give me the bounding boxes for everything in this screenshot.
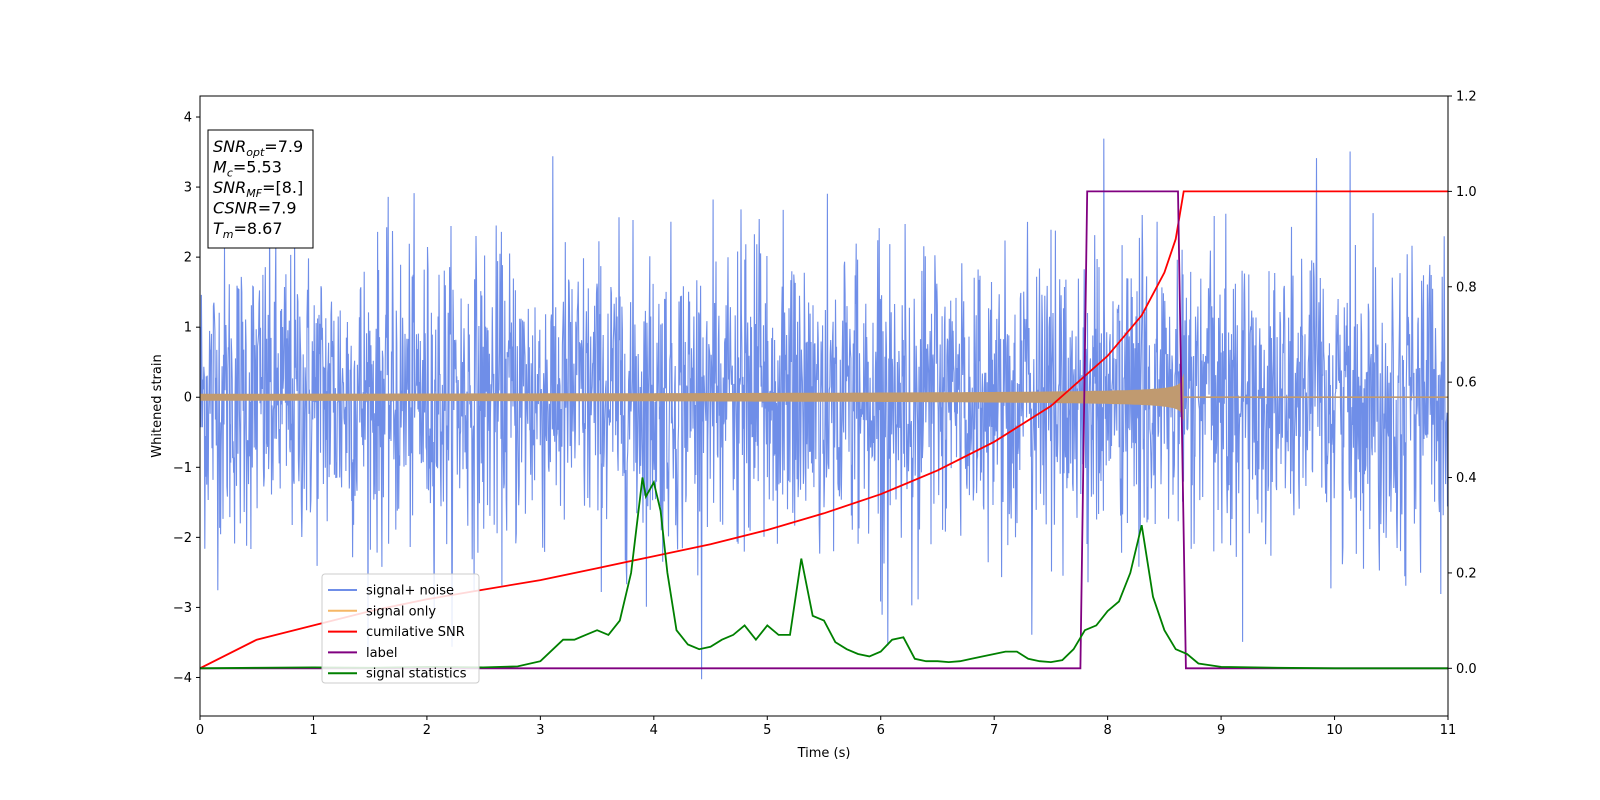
plot-frame xyxy=(199,95,1449,717)
x-tick-label: 1 xyxy=(309,723,317,738)
y2-tick-label: 0.2 xyxy=(1456,566,1477,581)
legend: signal+ noise signal only cumilative SNR la… xyxy=(321,573,480,684)
y2-tick-label: 0.6 xyxy=(1456,376,1477,391)
y2-tick-label: 0.4 xyxy=(1456,471,1477,486)
annotation-line: Tm=8.67 xyxy=(213,219,283,241)
x-tick-label: 5 xyxy=(763,723,771,738)
y-axis-right: 1.2 1.0 0.8 0.6 0.4 0.2 0.0 xyxy=(1448,90,1477,677)
x-axis: 0 1 2 3 4 5 6 7 8 9 10 11 xyxy=(196,716,1456,738)
annotation-frame xyxy=(207,129,314,249)
annotation-line: SNRopt=7.9 xyxy=(213,137,303,159)
annotation-line: Mc=5.53 xyxy=(213,158,282,180)
y-tick-label: 2 xyxy=(184,251,192,266)
x-tick-label: 6 xyxy=(877,723,885,738)
series-label xyxy=(200,190,1448,670)
x-tick-label: 10 xyxy=(1326,723,1343,738)
legend-label: signal+ noise xyxy=(366,584,454,599)
y-tick-label: 4 xyxy=(184,111,192,126)
annotation-line: SNRMF=[8.] xyxy=(213,178,303,200)
series-signal-only xyxy=(200,373,1448,422)
legend-label: cumilative SNR xyxy=(366,625,465,640)
x-tick-label: 4 xyxy=(650,723,658,738)
x-axis-label: Time (s) xyxy=(797,746,851,761)
y2-tick-label: 0.0 xyxy=(1456,662,1477,677)
y-tick-label: 3 xyxy=(184,181,192,196)
series-signal-plus-noise xyxy=(200,138,1448,680)
x-tick-label: 7 xyxy=(990,723,998,738)
annotation-line: CSNR=7.9 xyxy=(213,199,297,218)
x-tick-label: 2 xyxy=(423,723,431,738)
x-tick-label: 9 xyxy=(1217,723,1225,738)
y-axis-left: 4 3 2 1 0 −1 −2 −3 −4 xyxy=(173,111,200,686)
x-tick-label: 0 xyxy=(196,723,204,738)
legend-label: label xyxy=(366,646,397,661)
y-tick-label: −1 xyxy=(173,461,192,476)
y2-tick-label: 1.2 xyxy=(1456,90,1477,105)
y-tick-label: 1 xyxy=(184,321,192,336)
x-tick-label: 3 xyxy=(536,723,544,738)
y-tick-label: −3 xyxy=(173,601,192,616)
y2-tick-label: 1.0 xyxy=(1456,185,1477,200)
x-tick-label: 11 xyxy=(1440,723,1457,738)
legend-label: signal statistics xyxy=(366,667,467,682)
y-tick-label: −2 xyxy=(173,531,192,546)
annotation-box: SNRopt=7.9Mc=5.53SNRMF=[8.]CSNR=7.9Tm=8.… xyxy=(207,129,314,249)
legend-frame xyxy=(321,573,480,684)
legend-label: signal only xyxy=(366,604,436,619)
x-tick-label: 8 xyxy=(1103,723,1111,738)
y-tick-label: 0 xyxy=(184,391,192,406)
y2-tick-label: 0.8 xyxy=(1456,280,1477,295)
y-axis-label: Whitened strain xyxy=(150,354,165,457)
y-tick-label: −4 xyxy=(173,671,192,686)
series-signal-statistics xyxy=(200,477,1448,670)
